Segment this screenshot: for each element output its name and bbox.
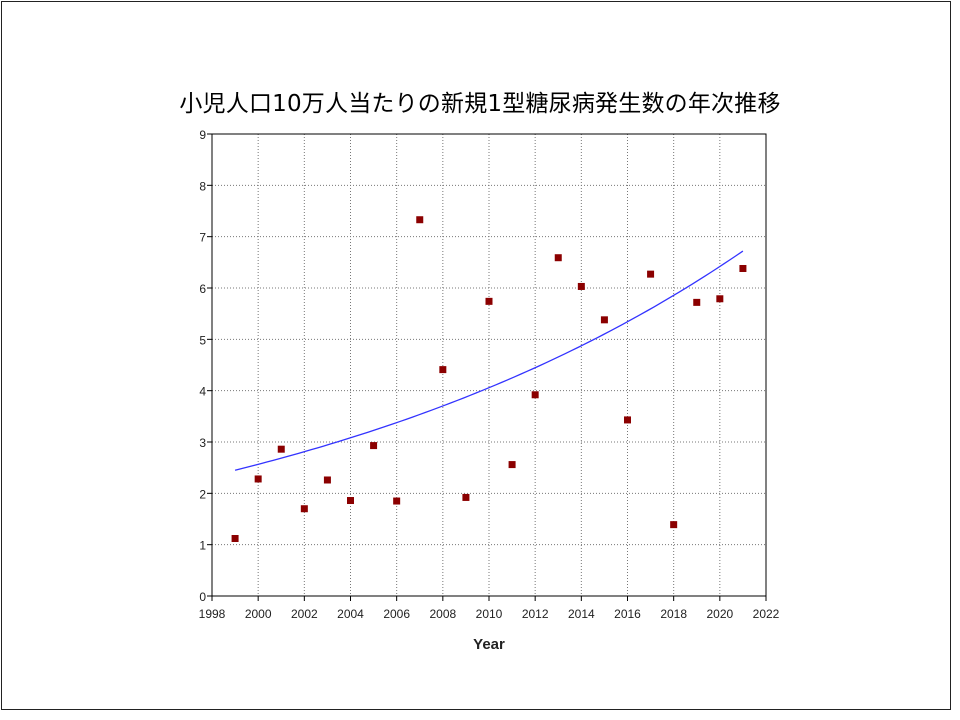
x-tick-label: 2022	[753, 607, 780, 621]
data-point	[485, 297, 493, 305]
y-tick-label: 1	[199, 539, 206, 553]
data-point	[347, 497, 354, 505]
x-tick-label: 2012	[522, 607, 549, 621]
data-point	[508, 461, 516, 469]
y-tick-label: 9	[199, 128, 206, 142]
x-tick-label: 2004	[337, 607, 364, 621]
x-axis: 1998 2000 2002 2004 2006 2008 2010 2012 2014 2016…	[199, 596, 780, 621]
data-points	[231, 216, 747, 543]
x-tick-label: 2014	[568, 607, 595, 621]
x-tick-label: 2008	[429, 607, 456, 621]
y-tick-label: 6	[199, 282, 206, 296]
data-point	[254, 475, 262, 483]
data-point	[300, 505, 308, 513]
data-point	[231, 535, 239, 543]
data-point	[647, 270, 655, 278]
data-point	[531, 391, 539, 399]
data-point	[393, 497, 401, 505]
data-point	[739, 264, 747, 272]
x-tick-label: 2010	[476, 607, 503, 621]
y-tick-label: 0	[199, 590, 206, 604]
data-point	[624, 416, 631, 424]
data-point	[462, 493, 470, 501]
x-tick-label: 2000	[245, 607, 272, 621]
x-tick-label: 2006	[383, 607, 410, 621]
x-tick-label: 2018	[660, 607, 687, 621]
data-point	[577, 282, 585, 290]
data-point	[670, 521, 678, 529]
data-point	[693, 298, 701, 306]
x-axis-title: Year	[473, 636, 505, 653]
x-tick-label: 2002	[291, 607, 318, 621]
x-tick-label: 2020	[706, 607, 733, 621]
y-tick-label: 5	[199, 333, 206, 347]
x-tick-label: 2016	[614, 607, 641, 621]
data-point	[716, 295, 724, 303]
data-point	[600, 316, 608, 324]
data-point	[554, 254, 562, 262]
y-tick-label: 4	[199, 385, 206, 399]
data-point	[370, 442, 378, 450]
grid-lines	[212, 134, 766, 596]
chart-title: 小児人口10万人当たりの新規1型糖尿病発生数の年次推移	[179, 91, 781, 117]
data-point	[323, 476, 331, 484]
data-point	[277, 445, 285, 453]
y-tick-label: 8	[199, 179, 206, 193]
y-tick-label: 3	[199, 436, 206, 450]
y-axis: 0 1 2 3 4 5 6 7 8 9	[199, 128, 212, 604]
data-point	[439, 366, 447, 374]
y-tick-label: 2	[199, 487, 206, 501]
trend-line	[234, 250, 744, 471]
data-point	[416, 216, 424, 224]
chart-frame	[1, 1, 951, 710]
y-tick-label: 7	[199, 231, 206, 245]
x-tick-label: 1998	[199, 607, 226, 621]
